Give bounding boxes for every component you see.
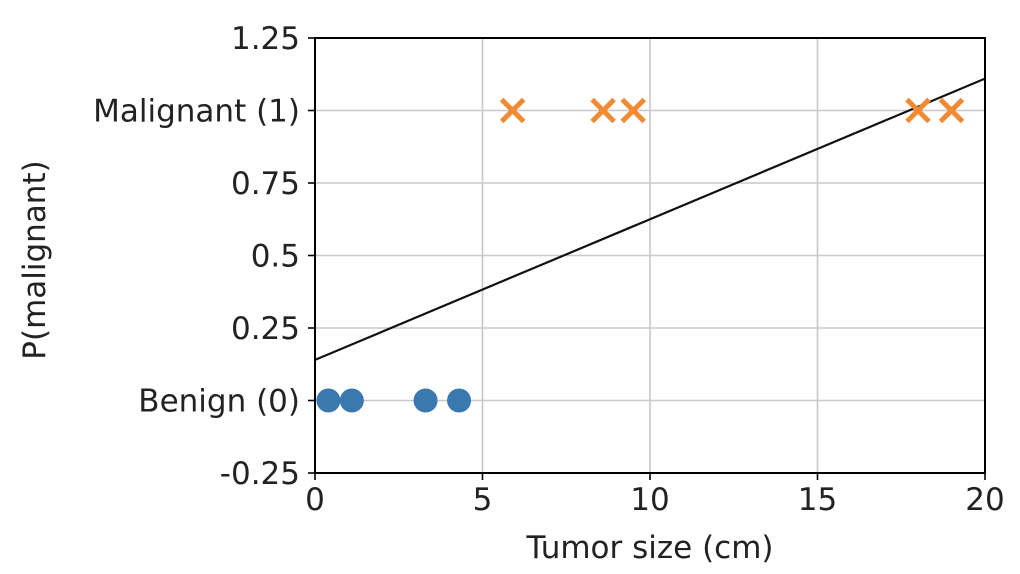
y-tick-label: 1.25 <box>231 21 300 57</box>
benign-point <box>447 388 472 413</box>
benign-point <box>413 388 438 413</box>
malignant-point-stroke <box>938 97 965 124</box>
grid <box>308 37 986 480</box>
y-axis-label: P(malignant) <box>17 160 53 359</box>
malignant-point <box>620 97 647 124</box>
malignant-point-stroke <box>620 97 647 124</box>
fit-line-group <box>315 77 985 361</box>
malignant-point <box>590 97 616 124</box>
x-tick-label: 0 <box>305 482 325 518</box>
y-tick-label: Malignant (1) <box>93 94 300 130</box>
plot-frame <box>314 37 986 474</box>
malignant-point <box>938 97 965 124</box>
y-tick-label: Benign (0) <box>138 384 300 420</box>
fit-line <box>315 77 985 361</box>
malignant-point-stroke <box>499 97 526 124</box>
malignant-point-stroke <box>905 97 931 124</box>
x-tick-label: 10 <box>630 482 669 518</box>
benign-point <box>316 388 341 413</box>
malignant-point <box>905 97 931 124</box>
y-tick-label: 0.5 <box>251 239 300 275</box>
benign-point <box>339 388 364 413</box>
y-tick-labels: 1.25 Malignant (1) 0.75 0.5 0.25 Benign (0) -0… <box>93 21 300 492</box>
y-tick-label: 0.25 <box>231 311 300 347</box>
data-points <box>316 97 965 413</box>
x-tick-labels: 0 5 10 15 20 <box>305 482 1005 518</box>
x-tick-label: 20 <box>965 482 1004 518</box>
x-tick-label: 5 <box>473 482 493 518</box>
x-axis-label: Tumor size (cm) <box>525 530 773 566</box>
malignant-point-stroke <box>590 97 616 124</box>
y-tick-label: -0.25 <box>220 456 300 492</box>
x-tick-label: 15 <box>798 482 837 518</box>
malignant-point <box>499 97 526 124</box>
y-tick-label: 0.75 <box>231 166 300 202</box>
